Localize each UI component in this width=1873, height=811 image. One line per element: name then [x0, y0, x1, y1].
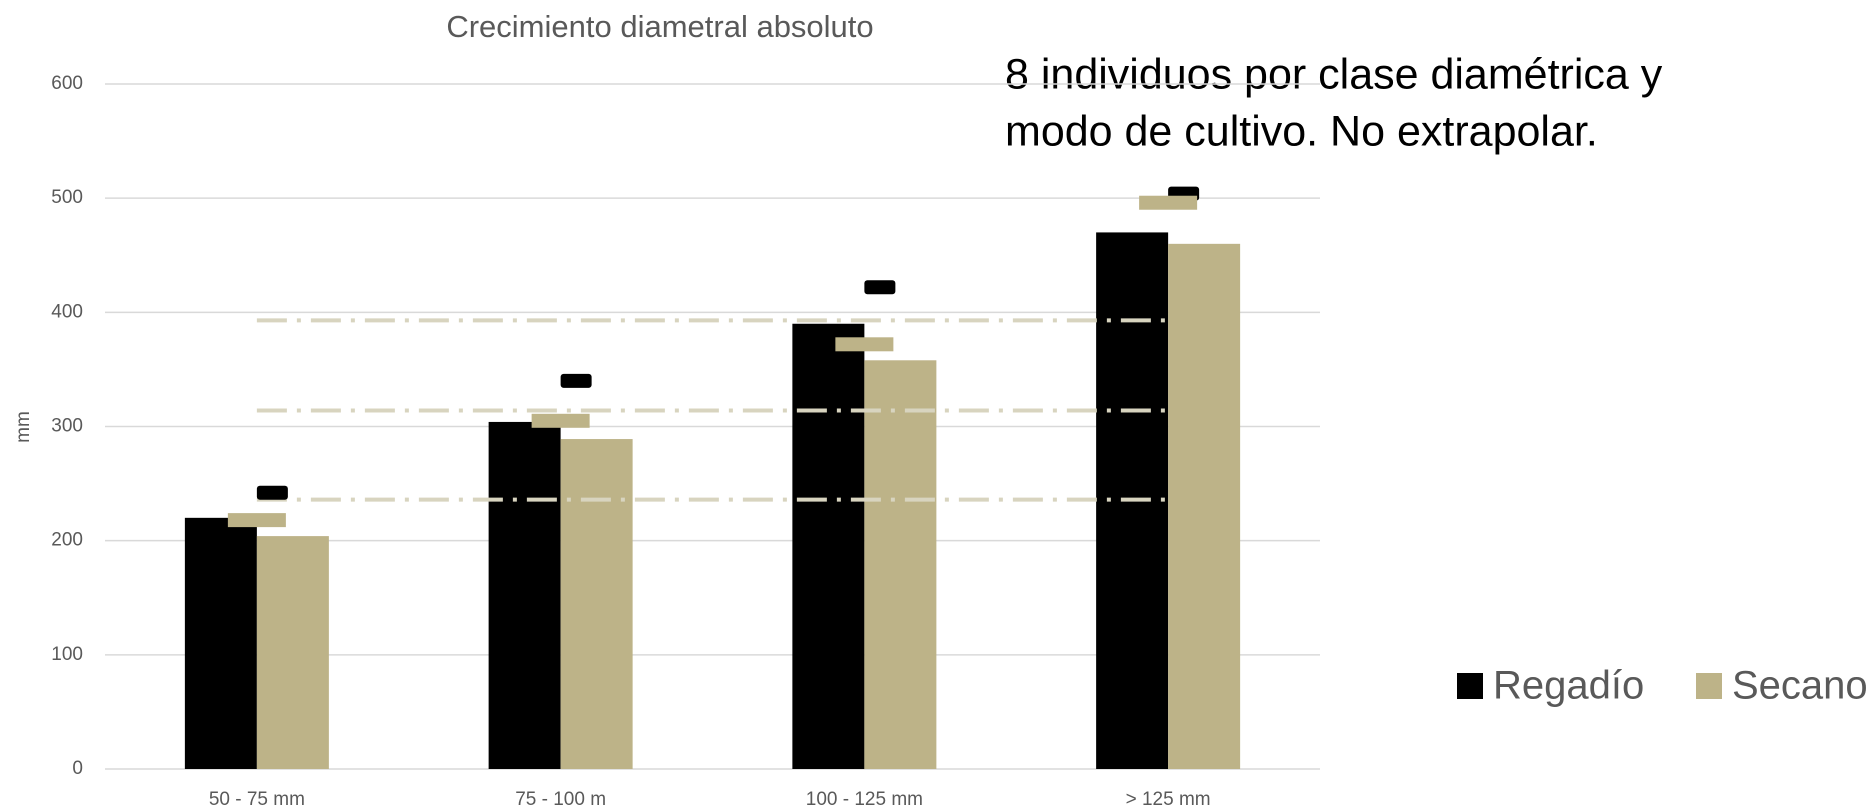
x-tick-label: 75 - 100 m: [515, 789, 606, 810]
y-tick-label: 400: [51, 301, 83, 322]
marker: [1139, 195, 1198, 210]
y-tick-label: 500: [51, 187, 83, 208]
chart-title: Crecimiento diametral absoluto: [446, 9, 873, 44]
marker: [835, 337, 894, 352]
marker: [560, 373, 592, 388]
bar: [184, 517, 257, 769]
legend-swatch: [1696, 673, 1722, 699]
bar: [1168, 243, 1241, 770]
annotation: 8 individuos por clase diamétrica y: [1005, 50, 1663, 98]
legend-label: Secano: [1732, 664, 1868, 708]
y-tick-label: 300: [51, 416, 83, 437]
marker: [864, 280, 896, 295]
y-tick-label: 100: [51, 644, 83, 665]
marker: [256, 485, 288, 500]
bar: [488, 421, 561, 769]
marker: [227, 513, 286, 528]
annotation: modo de cultivo. No extrapolar.: [1005, 107, 1598, 155]
y-tick-label: 0: [72, 758, 83, 779]
y-tick-label: 600: [51, 73, 83, 94]
legend-label: Regadío: [1493, 664, 1644, 708]
x-tick-label: 50 - 75 mm: [209, 789, 305, 810]
bar: [792, 323, 865, 769]
bar: [256, 536, 329, 769]
x-tick-label: > 125 mm: [1126, 789, 1211, 810]
y-tick-label: 200: [51, 530, 83, 551]
legend-swatch: [1457, 673, 1483, 699]
marker: [531, 413, 590, 428]
bar: [560, 439, 633, 769]
y-axis-label: mm: [13, 411, 34, 443]
x-tick-label: 100 - 125 mm: [806, 789, 923, 810]
bar: [864, 360, 937, 769]
